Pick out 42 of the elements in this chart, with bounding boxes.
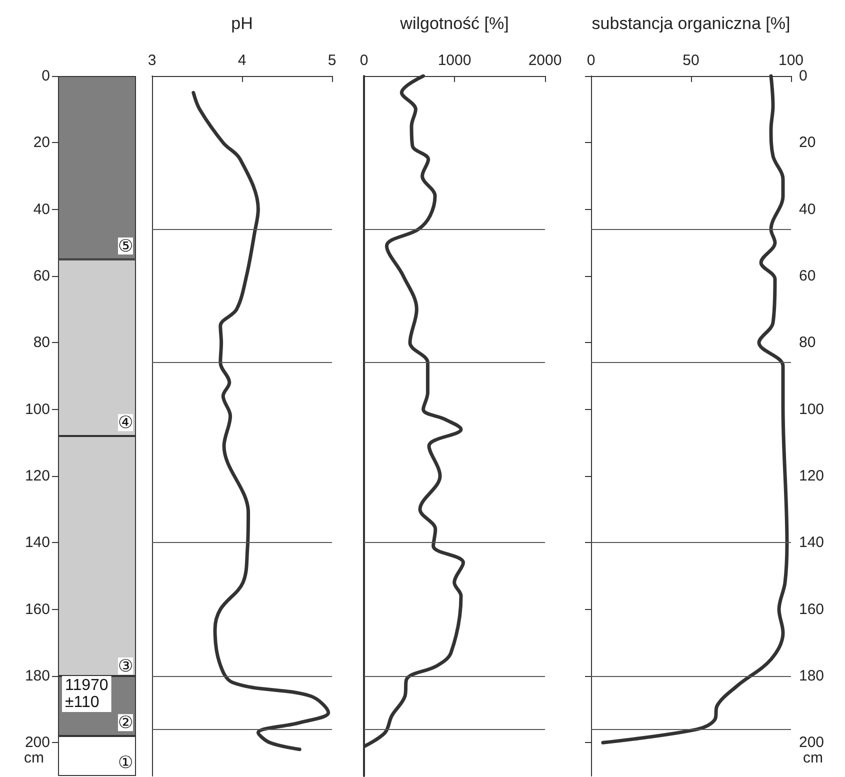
x-tick-label: 2000 bbox=[528, 52, 562, 69]
y-tick-label: 180 bbox=[24, 668, 50, 684]
y-tick-label: 140 bbox=[24, 534, 50, 552]
y2-tick-label: 140 bbox=[799, 534, 824, 552]
x-axis-title: pH bbox=[231, 14, 253, 33]
x-tick-label: 0 bbox=[360, 52, 368, 69]
x-tick-label: 50 bbox=[682, 52, 700, 69]
annotation: ④ bbox=[118, 413, 133, 432]
y-tick-label: 120 bbox=[24, 468, 50, 484]
x-axis-title: substancja organiczna [%] bbox=[592, 14, 790, 33]
annotation: ③ bbox=[118, 656, 133, 676]
y-tick-label: 40 bbox=[33, 200, 50, 218]
y2-tick-label: 40 bbox=[799, 200, 816, 218]
x-tick-label: 100 bbox=[778, 52, 804, 69]
y-tick-label: 100 bbox=[24, 400, 50, 418]
y2-tick-label: 60 bbox=[799, 268, 816, 284]
y-tick-label: 200 bbox=[24, 734, 50, 752]
annotation: ⑤ bbox=[118, 236, 133, 256]
y2-tick-label: 80 bbox=[799, 334, 816, 352]
y2-tick-label: 200 bbox=[799, 734, 824, 752]
y2-tick-label: 120 bbox=[799, 468, 824, 484]
annotation: ① bbox=[118, 753, 133, 772]
y-tick-label: 160 bbox=[24, 600, 50, 618]
annotation: ② bbox=[118, 713, 133, 732]
y2-tick-label: 100 bbox=[799, 400, 824, 418]
x-tick-label: 4 bbox=[238, 52, 246, 69]
y2-tick-label: 20 bbox=[799, 134, 816, 152]
x-tick-label: 0 bbox=[586, 52, 596, 69]
y-tick-label: 60 bbox=[33, 268, 50, 284]
y2-tick-label: 0 bbox=[799, 68, 808, 84]
y-tick-label: 80 bbox=[33, 334, 50, 352]
x-tick-label: 5 bbox=[328, 52, 336, 69]
x-tick-label: 3 bbox=[148, 52, 156, 69]
x-tick-label: 1000 bbox=[438, 52, 472, 69]
y-tick-label: 0 bbox=[42, 68, 50, 84]
x-axis-title: wilgotność [%] bbox=[399, 14, 509, 33]
y2-axis-title: cm bbox=[803, 750, 823, 767]
y-tick-label: 20 bbox=[33, 134, 50, 152]
y2-tick-label: 180 bbox=[799, 668, 824, 684]
y2-tick-label: 160 bbox=[799, 600, 824, 618]
annotation: 11970 ±110 bbox=[65, 677, 108, 711]
y-axis-title: cm bbox=[24, 750, 44, 767]
